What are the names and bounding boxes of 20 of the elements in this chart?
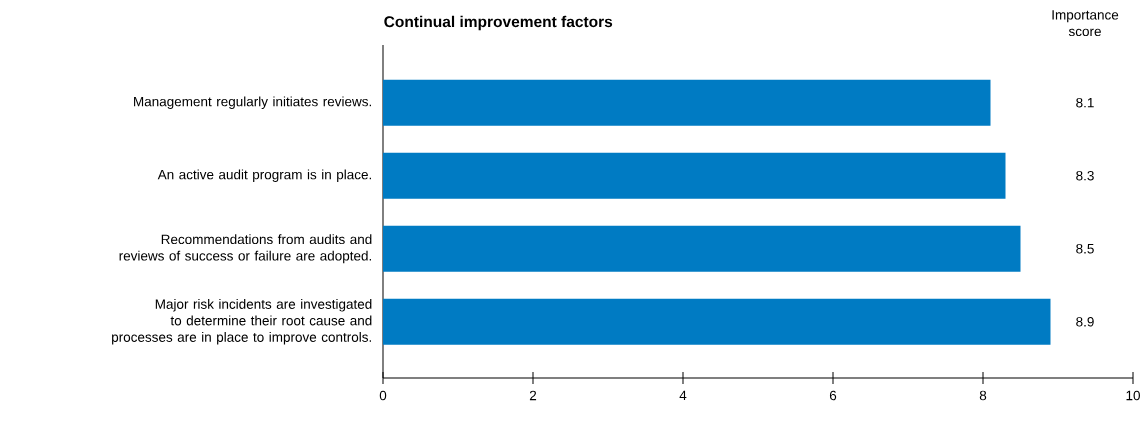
bar [383,152,1006,199]
y-tick-label: An active audit program is in place. [157,169,372,183]
bar [383,225,1021,272]
x-tick-label: 8 [979,390,987,401]
y-tick-label: Management regularly initiates reviews. [134,96,372,109]
x-tick-label: 2 [529,390,537,401]
x-tick-label: 6 [829,390,837,401]
data-label: 8.3 [1076,170,1094,181]
chart-title: Continual improvement factors [384,15,613,31]
bar [383,79,991,126]
x-tick-label: 0 [379,390,387,401]
data-label: 8.5 [1076,243,1094,254]
bar [383,298,1051,345]
text: Importance score [1052,10,1119,37]
x-tick-label: 4 [679,390,687,400]
x-tick-label: 10 [1126,390,1140,401]
data-label: 8.1 [1076,97,1094,108]
data-label: 8.9 [1076,316,1094,327]
y-tick-label: Major risk incidents are investigated to determine their root cause and processes are in place to improve controls. [112,298,372,345]
y-tick-label: Recommendations from audits and reviews of success or failure are adopted. [119,234,372,264]
